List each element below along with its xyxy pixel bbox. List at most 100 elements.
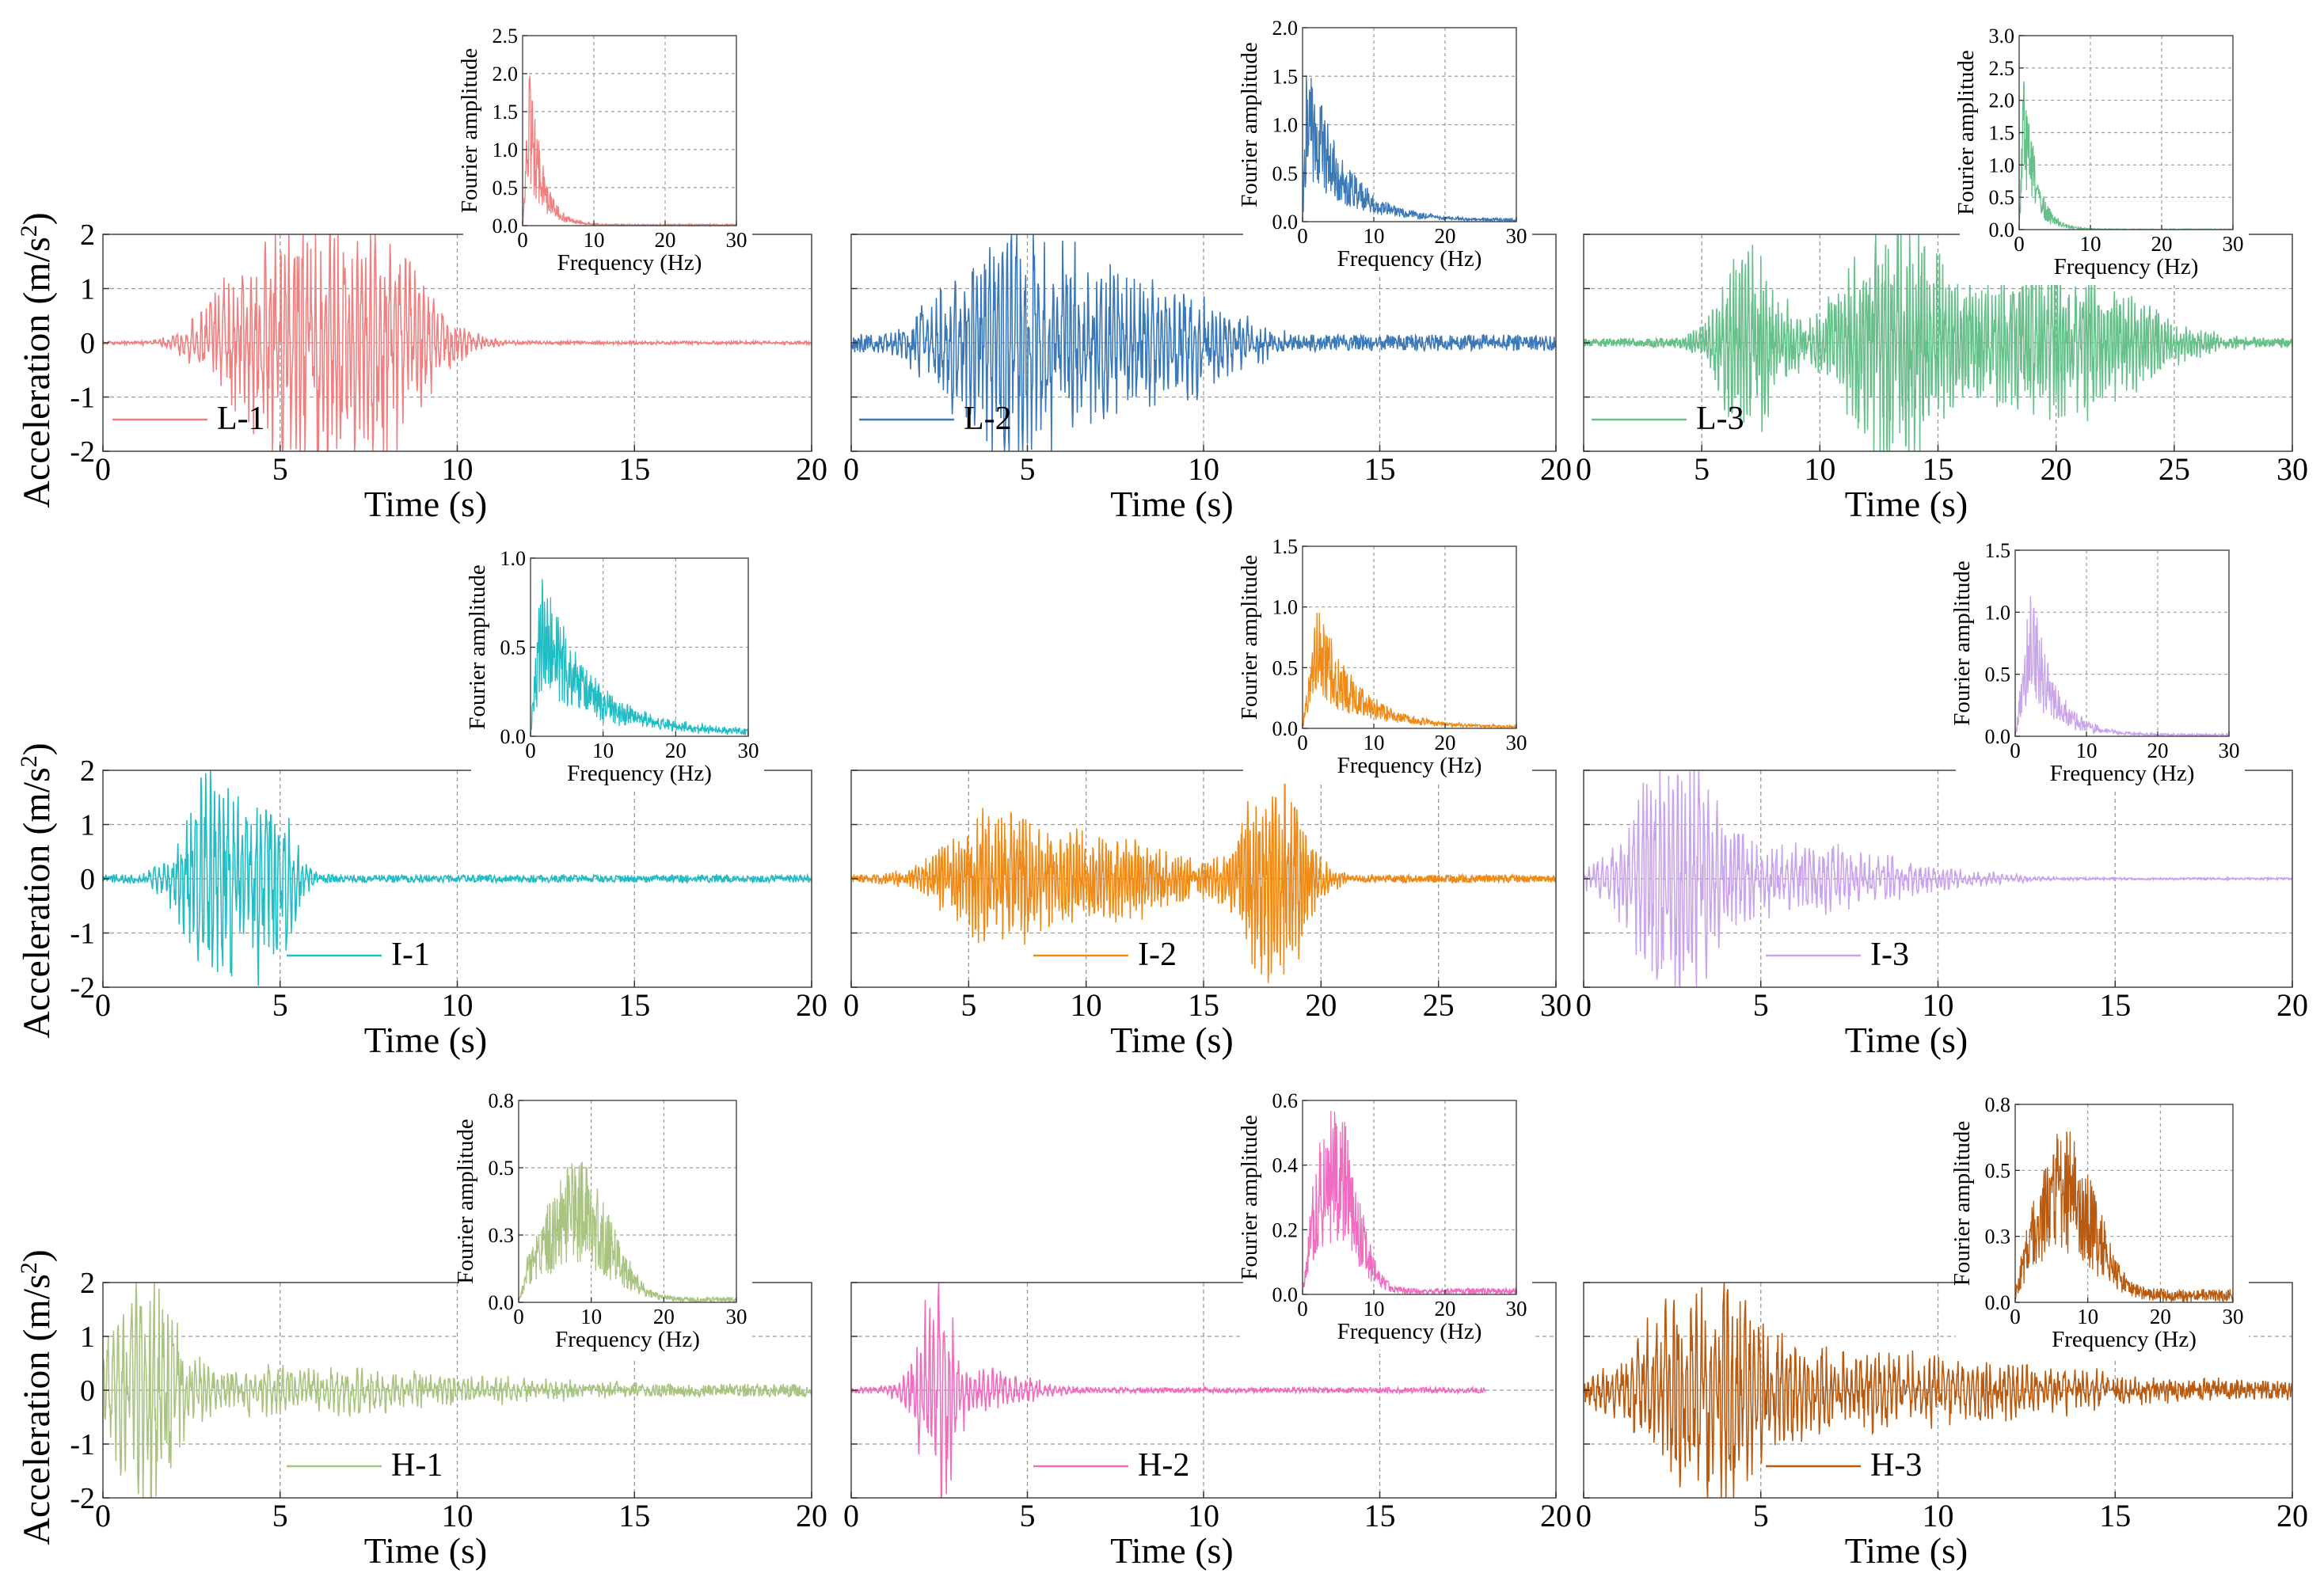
inset-x-tick-label: 10: [1364, 1297, 1385, 1321]
x-tick-label: 10: [1188, 451, 1219, 487]
x-axis-title: Time (s): [1845, 484, 1968, 524]
y-tick-label: -1: [70, 1428, 95, 1461]
y-tick-label: 1: [80, 809, 95, 842]
x-tick-label: 30: [2276, 451, 2308, 487]
inset-y-tick-label: 1.0: [1272, 114, 1299, 137]
panel-i-3: 0 5 10 15 20 Time (s) I-3: [1576, 770, 2308, 1060]
y-tick-label: -2: [70, 1482, 95, 1515]
y-tick-label: -1: [70, 918, 95, 951]
inset-y-tick-label: 1.0: [500, 547, 527, 570]
series-line-l-2: [850, 234, 1557, 452]
x-tick-label: 15: [1364, 451, 1396, 487]
inset-y-tick-label: 2.0: [1989, 89, 2015, 112]
inset-x-tick-label: 0: [513, 1305, 524, 1328]
series-line-l-1: [102, 234, 812, 452]
inset-i-3: 0 10 20 30 0.0 0.5 1.0 1.5 Frequency (Hz) Fourier…: [1949, 539, 2245, 792]
inset-x-tick-label: 20: [665, 739, 687, 762]
inset-background: [471, 550, 764, 792]
x-tick-label: 15: [2099, 1498, 2131, 1533]
inset-y-axis-title: Fourier amplitude: [453, 1119, 478, 1284]
inset-l-3: 0 10 20 30 0.0 0.5 1.0 1.5 2.0 2.5 3.0 Frequency (H…: [1953, 25, 2249, 285]
inset-x-tick-label: 10: [2080, 232, 2101, 256]
inset-y-tick-label: 0.0: [500, 725, 527, 748]
legend-label-l-3: L-3: [1696, 401, 1744, 437]
x-tick-label: 10: [442, 987, 474, 1023]
y-tick-label: 1: [80, 1321, 95, 1354]
x-tick-label: 15: [1923, 451, 1954, 487]
inset-y-tick-label: 1.0: [493, 139, 519, 162]
inset-x-axis-title: Frequency (Hz): [2052, 1327, 2197, 1352]
inset-y-tick-label: 0.0: [1989, 219, 2015, 241]
legend-label-h-1: H-1: [391, 1447, 443, 1484]
inset-y-tick-label: 1.5: [1989, 122, 2015, 145]
x-tick-label: 25: [2159, 451, 2190, 487]
inset-spectrum-line: [2014, 596, 2230, 739]
inset-x-tick-label: 10: [584, 228, 605, 252]
inset-frame: [2014, 1104, 2234, 1303]
inset-x-tick-label: 20: [2150, 1305, 2171, 1328]
y-axis-title-row-1: Acceleration (m/s2): [16, 212, 59, 508]
inset-y-tick-label: 0.3: [1985, 1226, 2011, 1248]
panel-l-3: 0 5 10 15 20 25 30 Time (s) L-3: [1576, 234, 2308, 524]
inset-x-tick-label: 20: [2147, 739, 2169, 762]
inset-y-tick-label: 0.0: [1272, 211, 1299, 234]
inset-x-tick-label: 0: [2010, 1305, 2021, 1328]
y-tick-label: -2: [70, 971, 95, 1005]
x-tick-label: 10: [442, 1498, 474, 1533]
x-tick-label: 20: [1540, 451, 1572, 487]
inset-x-tick-label: 20: [653, 1305, 675, 1328]
inset-y-tick-label: 1.5: [493, 101, 519, 124]
inset-background: [463, 28, 752, 281]
inset-y-tick-label: 0.5: [500, 637, 527, 659]
inset-x-tick-label: 30: [738, 739, 759, 762]
inset-y-tick-label: 0.8: [489, 1089, 515, 1112]
x-tick-label: 0: [1576, 1498, 1592, 1533]
inset-x-tick-label: 10: [2077, 1305, 2098, 1328]
inset-x-tick-label: 0: [1297, 731, 1308, 754]
x-tick-label: 20: [2276, 1498, 2308, 1533]
panel-h-1: 0 5 10 15 20 -2 -1 0 1 2 Time (s) H-1: [70, 1267, 827, 1571]
x-axis-title: Time (s): [1845, 1020, 1968, 1060]
legend-label-i-1: I-1: [391, 937, 430, 973]
inset-y-tick-label: 0.0: [1985, 725, 2011, 748]
inset-x-tick-label: 0: [517, 228, 528, 252]
panel-l-1: 0 5 10 15 20 -2 -1 0 1 2 Time (s) L-1: [70, 219, 827, 524]
x-tick-label: 15: [1364, 1498, 1396, 1533]
y-tick-label: 2: [80, 219, 95, 252]
x-tick-label: 0: [843, 451, 859, 487]
inset-i-1: 0 10 20 30 0.0 0.5 1.0 Frequency (Hz) Fourier am…: [465, 547, 764, 792]
inset-y-tick-label: 0.0: [1272, 1283, 1299, 1306]
inset-y-tick-label: 3.0: [1989, 25, 2015, 48]
inset-y-tick-label: 0.0: [1272, 717, 1299, 740]
y-tick-label: 0: [80, 863, 95, 896]
inset-x-tick-label: 20: [2151, 232, 2173, 256]
x-tick-label: 5: [272, 451, 288, 487]
inset-x-tick-label: 10: [1364, 731, 1385, 754]
x-axis-title: Time (s): [1110, 484, 1234, 524]
x-axis-title: Time (s): [1110, 1020, 1234, 1060]
x-tick-label: 10: [1923, 987, 1954, 1023]
inset-y-axis-title: Fourier amplitude: [1949, 1121, 1975, 1286]
inset-y-tick-label: 0.4: [1272, 1154, 1299, 1177]
inset-x-tick-label: 20: [1435, 731, 1456, 754]
inset-h-3: 0 10 20 30 0.0 0.3 0.5 0.8 Frequency (Hz) Fourier…: [1949, 1093, 2249, 1358]
x-tick-label: 20: [796, 987, 827, 1023]
inset-y-tick-label: 0.5: [1985, 663, 2011, 686]
inset-frame: [2014, 549, 2230, 737]
inset-x-tick-label: 30: [2223, 232, 2244, 256]
series-line-i-1: [102, 770, 812, 986]
inset-frame: [518, 1100, 737, 1303]
inset-x-axis-title: Frequency (Hz): [1337, 1319, 1482, 1344]
x-tick-label: 20: [796, 1498, 827, 1533]
inset-x-tick-label: 10: [2076, 739, 2098, 762]
x-tick-label: 15: [618, 451, 650, 487]
inset-y-axis-title: Fourier amplitude: [1237, 42, 1262, 207]
legend-label-l-2: L-2: [964, 401, 1012, 437]
x-tick-label: 0: [95, 1498, 111, 1533]
inset-frame: [1302, 1100, 1517, 1295]
series-line-i-2: [850, 770, 1557, 983]
x-tick-label: 20: [2041, 451, 2072, 487]
y-tick-label: -2: [70, 435, 95, 469]
inset-x-axis-title: Frequency (Hz): [567, 761, 712, 786]
